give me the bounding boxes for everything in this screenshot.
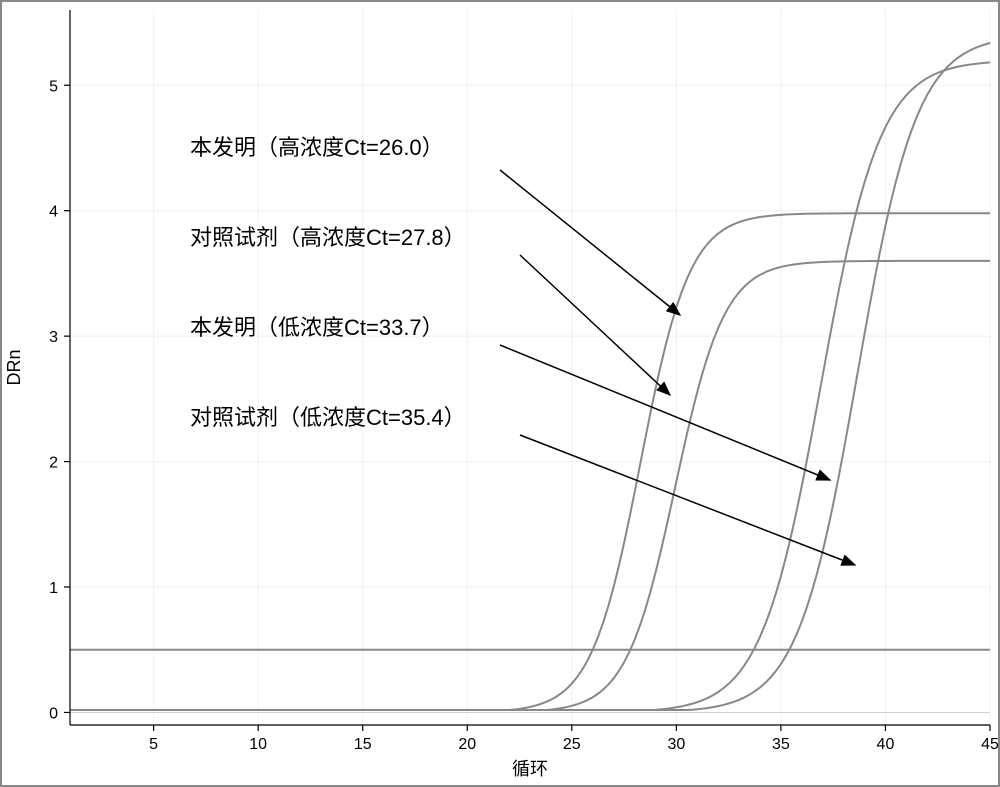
y-tick-label: 0 [49, 705, 58, 722]
chart-container: { "chart": { "type": "line", "width_px":… [0, 0, 1000, 787]
x-tick-label: 15 [354, 736, 372, 753]
x-tick-label: 45 [981, 736, 999, 753]
y-tick-label: 5 [49, 78, 58, 95]
y-tick-label: 1 [49, 580, 58, 597]
y-tick-label: 4 [49, 204, 58, 221]
plot-area [70, 10, 990, 725]
x-tick-label: 25 [563, 736, 581, 753]
x-tick-label: 30 [667, 736, 685, 753]
x-tick-label: 20 [458, 736, 476, 753]
x-tick-label: 35 [772, 736, 790, 753]
x-tick-label: 40 [877, 736, 895, 753]
y-axis-title: DRn [4, 349, 24, 385]
annotation-label: 本发明（低浓度Ct=33.7） [190, 315, 444, 340]
x-tick-label: 5 [149, 736, 158, 753]
annotation-label: 对照试剂（高浓度Ct=27.8） [190, 225, 466, 250]
annotation-label: 本发明（高浓度Ct=26.0） [190, 135, 444, 160]
y-tick-label: 3 [49, 329, 58, 346]
x-tick-label: 10 [249, 736, 267, 753]
annotation-label: 对照试剂（低浓度Ct=35.4） [190, 405, 466, 430]
y-tick-label: 2 [49, 455, 58, 472]
x-axis-title: 循环 [512, 759, 548, 779]
amplification-chart: 51015202530354045012345循环DRn本发明（高浓度Ct=26… [0, 0, 1000, 787]
